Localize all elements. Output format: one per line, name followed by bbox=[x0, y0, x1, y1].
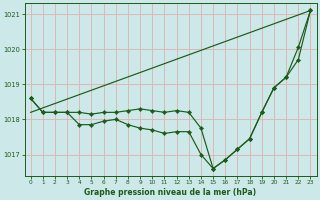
X-axis label: Graphe pression niveau de la mer (hPa): Graphe pression niveau de la mer (hPa) bbox=[84, 188, 257, 197]
